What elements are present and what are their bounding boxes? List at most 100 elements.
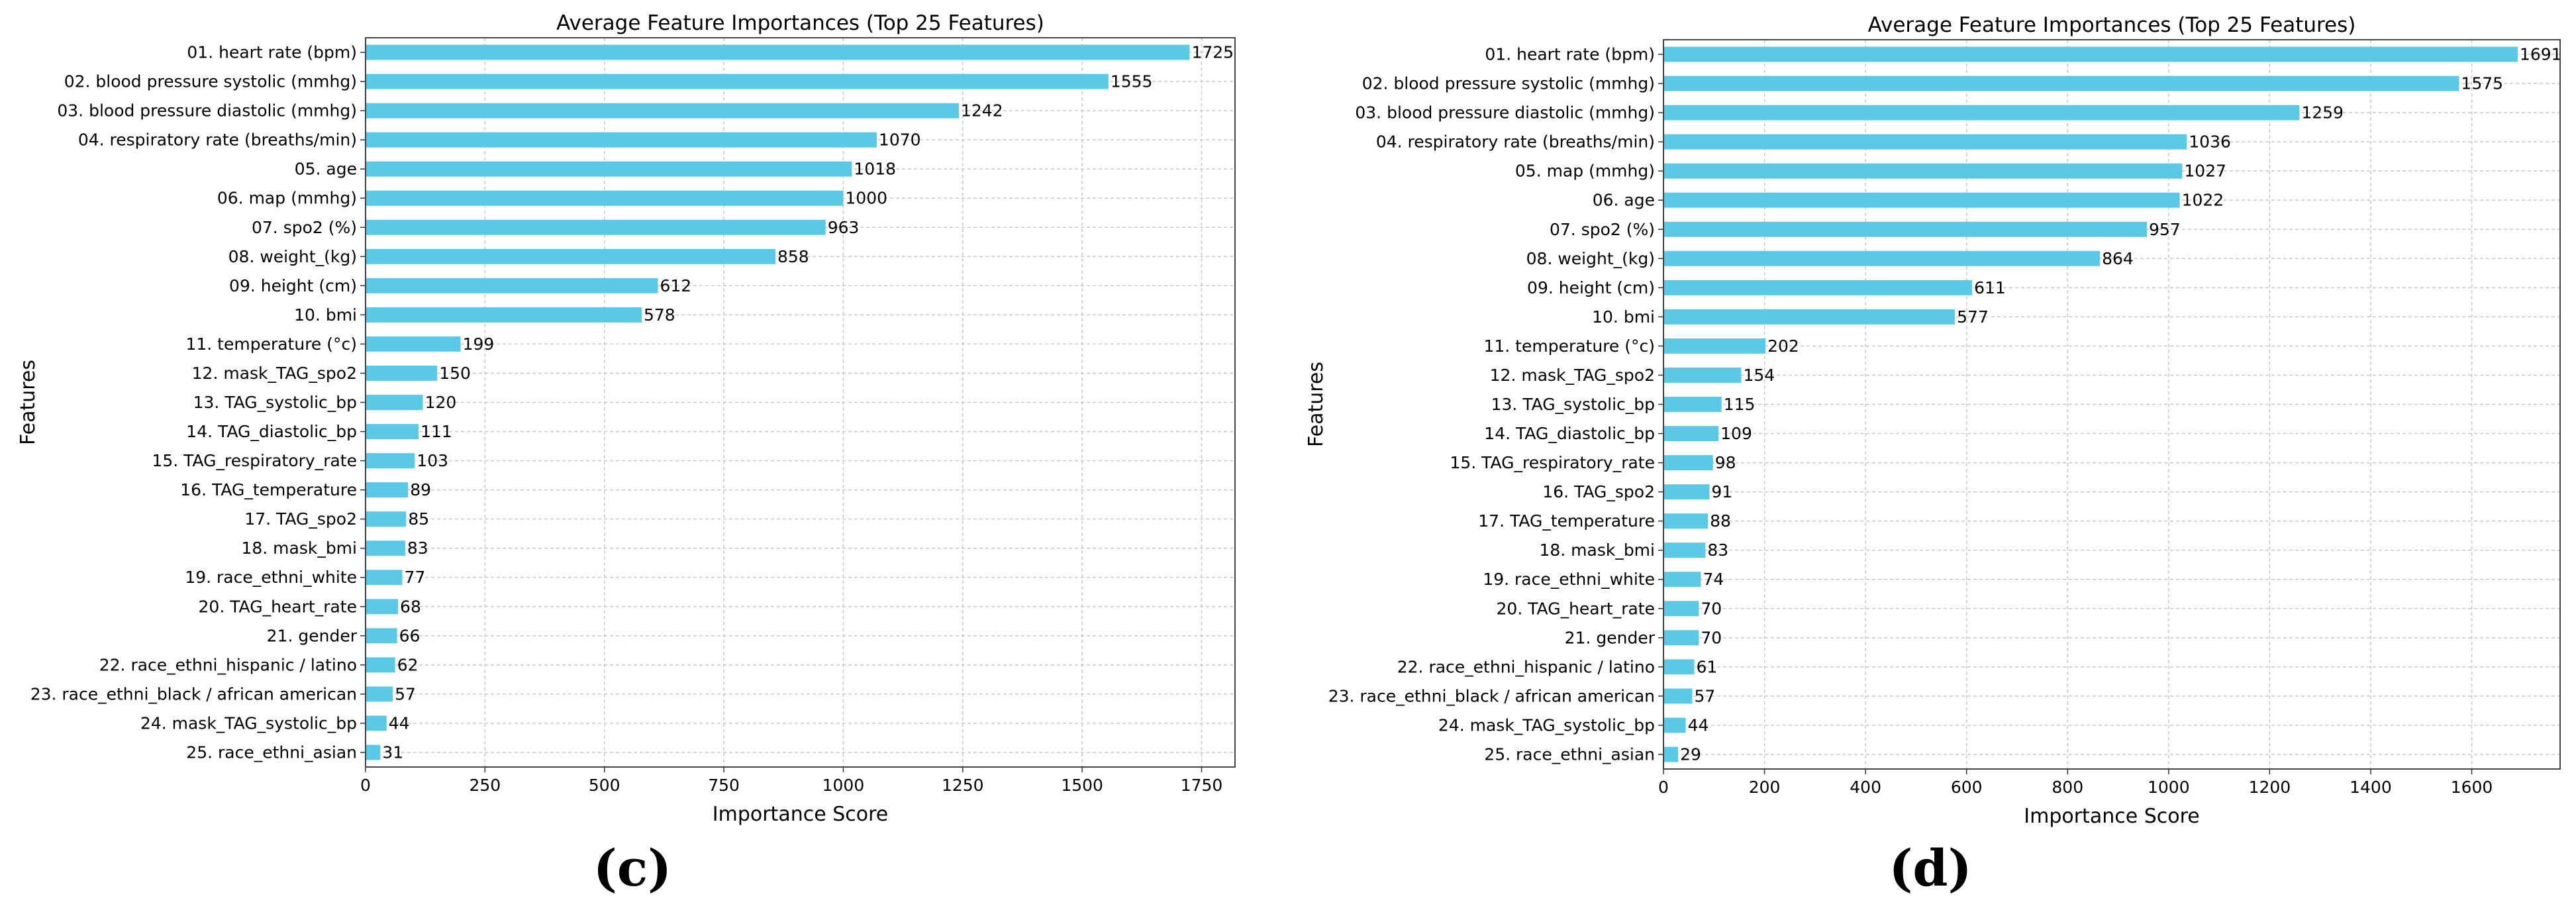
panel-c-value-label-3: 1242 xyxy=(961,101,1003,121)
panel-c-value-label-16: 89 xyxy=(410,480,431,499)
panel-d-value-label-13: 115 xyxy=(1724,395,1756,414)
panel-d-y-tick-label-1: 01. heart rate (bpm) xyxy=(1485,45,1655,64)
panel-d-value-label-10: 577 xyxy=(1957,307,1989,327)
panel-d-value-label-20: 70 xyxy=(1701,599,1722,618)
panel-d-y-tick-label-10: 10. bmi xyxy=(1592,307,1655,327)
panel-d-y-tick-label-9: 09. height (cm) xyxy=(1527,278,1655,297)
panel-c-value-label-21: 66 xyxy=(399,626,421,645)
panel-d-plot-frame xyxy=(1663,39,2561,770)
panel-c-bar-5 xyxy=(366,161,852,177)
panel-d-y-tick-label-19: 19. race_ethni_white xyxy=(1483,570,1655,589)
panel-c-value-label-23: 57 xyxy=(395,684,416,703)
panel-d-value-label-18: 83 xyxy=(1707,540,1728,560)
panel-c-value-label-4: 1070 xyxy=(879,130,921,150)
panel-d-bar-11 xyxy=(1663,338,1766,354)
panel-c-bar-9 xyxy=(366,278,658,293)
panel-d-y-tick-label-24: 24. mask_TAG_systolic_bp xyxy=(1438,715,1655,735)
panel-c-value-label-5: 1018 xyxy=(854,160,896,179)
panel-d-value-label-1: 1691 xyxy=(2520,45,2562,64)
panel-d-x-tick-label-4: 800 xyxy=(2052,778,2083,797)
panel-c-y-tick-label-19: 19. race_ethni_white xyxy=(185,568,357,587)
panel-c-y-tick-label-9: 09. height (cm) xyxy=(229,276,357,295)
panel-d-value-label-8: 864 xyxy=(2102,249,2134,268)
panel-d-y-tick-label-11: 11. temperature (°c) xyxy=(1483,336,1655,356)
panel-c-value-label-17: 85 xyxy=(408,509,429,529)
panel-d-value-label-4: 1036 xyxy=(2189,132,2231,152)
panel-c-bar-11 xyxy=(366,336,461,352)
panel-c-bar-14 xyxy=(366,424,419,439)
panel-c-x-tick-label-2: 500 xyxy=(589,776,620,795)
panel-c-value-label-1: 1725 xyxy=(1191,43,1234,62)
panel-c-y-tick-label-1: 01. heart rate (bpm) xyxy=(187,43,357,62)
panel-c-bar-21 xyxy=(366,628,397,644)
panel-c-bar-23 xyxy=(366,686,393,702)
panel-d-bar-25 xyxy=(1663,746,1679,762)
panel-d-value-label-7: 957 xyxy=(2149,220,2181,239)
panel-c-value-label-9: 612 xyxy=(660,276,692,295)
panel-d-bar-9 xyxy=(1663,280,1973,295)
panel-d-x-tick-label-3: 600 xyxy=(1951,778,1983,797)
panel-c-bar-4 xyxy=(366,132,877,148)
panel-c-value-label-6: 1000 xyxy=(845,189,887,208)
panel-d-value-label-11: 202 xyxy=(1767,336,1799,356)
panel-d-y-tick-label-4: 04. respiratory rate (breaths/min) xyxy=(1376,132,1655,152)
panel-c-value-label-13: 120 xyxy=(425,393,457,412)
panel-d-bar-17 xyxy=(1663,513,1709,529)
panel-d-value-label-22: 61 xyxy=(1697,657,1718,676)
panel-c-y-tick-label-22: 22. race_ethni_hispanic / latino xyxy=(99,655,357,674)
panel-d-y-tick-label-15: 15. TAG_respiratory_rate xyxy=(1450,453,1655,472)
panel-d-subfigure-label: (d) xyxy=(1889,839,1971,898)
panel-c-y-tick-label-5: 05. age xyxy=(295,160,357,179)
bar-chart-c: 1725 01. heart rate (bpm) 1555 02. blood pr… xyxy=(17,11,1236,898)
panel-d-value-label-16: 91 xyxy=(1711,482,1732,501)
panel-d-y-tick-label-16: 16. TAG_spo2 xyxy=(1542,482,1655,501)
panel-d-bar-2 xyxy=(1663,76,2459,91)
panel-c-bar-1 xyxy=(366,44,1190,60)
panel-d-value-label-25: 29 xyxy=(1680,744,1701,764)
panel-c-chart-title: Average Feature Importances (Top 25 Feat… xyxy=(556,11,1044,35)
panel-c-value-label-18: 83 xyxy=(407,539,428,558)
panel-c-y-tick-label-6: 06. map (mmhg) xyxy=(217,189,357,208)
panel-c-bar-19 xyxy=(366,570,403,586)
panel-c-y-axis-label: Features xyxy=(17,360,40,445)
panel-c-bar-7 xyxy=(366,219,826,235)
panel-d-bar-3 xyxy=(1663,105,2300,121)
panel-d-y-tick-label-14: 14. TAG_diastolic_bp xyxy=(1484,424,1655,443)
panel-d-y-tick-label-8: 08. weight_(kg) xyxy=(1526,249,1655,268)
panel-c-y-tick-label-3: 03. blood pressure diastolic (mmhg) xyxy=(57,101,357,121)
panel-d-y-tick-label-12: 12. mask_TAG_spo2 xyxy=(1490,366,1655,385)
panel-c-y-tick-label-15: 15. TAG_respiratory_rate xyxy=(152,451,357,470)
panel-d-value-label-9: 611 xyxy=(1974,278,2006,297)
panel-c-y-tick-label-23: 23. race_ethni_black / african american xyxy=(30,684,357,703)
panel-d-bar-14 xyxy=(1663,426,1719,441)
panel-d-bar-5 xyxy=(1663,163,2183,179)
panel-c-bar-2 xyxy=(366,74,1109,89)
panel-c-bar-17 xyxy=(366,511,407,527)
panel-c-y-tick-label-20: 20. TAG_heart_rate xyxy=(199,597,357,616)
panel-d-bar-24 xyxy=(1663,717,1686,733)
panel-d-bar-21 xyxy=(1663,630,1699,646)
panel-d-bar-22 xyxy=(1663,659,1695,675)
panel-d-bar-15 xyxy=(1663,455,1713,471)
panel-d-value-label-14: 109 xyxy=(1720,424,1752,443)
panel-c-y-tick-label-18: 18. mask_bmi xyxy=(241,539,357,558)
panel-d-x-tick-label-7: 1400 xyxy=(2350,778,2392,797)
bar-chart-d: 1691 01. heart rate (bpm) 1575 02. blood pr… xyxy=(1305,13,2562,898)
panel-c-y-tick-label-8: 08. weight_(kg) xyxy=(228,247,357,266)
panel-c-y-tick-label-25: 25. race_ethni_asian xyxy=(186,743,357,762)
panel-c-value-label-14: 111 xyxy=(421,422,452,441)
panel-d-x-tick-label-8: 1600 xyxy=(2451,778,2493,797)
panel-c-x-tick-label-3: 750 xyxy=(708,776,740,795)
panel-d-value-label-12: 154 xyxy=(1743,366,1775,385)
panel-c-y-tick-label-13: 13. TAG_systolic_bp xyxy=(193,393,357,412)
panel-c-plot-frame xyxy=(365,37,1236,768)
panel-c-y-tick-label-16: 16. TAG_temperature xyxy=(180,480,357,499)
panel-c-y-tick-label-10: 10. bmi xyxy=(294,305,357,325)
panel-c-bar-15 xyxy=(366,453,415,469)
panel-d-value-label-5: 1027 xyxy=(2184,162,2226,181)
panel-c-y-tick-label-21: 21. gender xyxy=(267,626,358,645)
panel-d-value-label-15: 98 xyxy=(1715,453,1736,472)
panel-c-x-tick-label-1: 250 xyxy=(469,776,501,795)
panel-d-y-tick-label-25: 25. race_ethni_asian xyxy=(1484,744,1655,764)
panel-c-x-axis-label: Importance Score xyxy=(713,803,888,826)
